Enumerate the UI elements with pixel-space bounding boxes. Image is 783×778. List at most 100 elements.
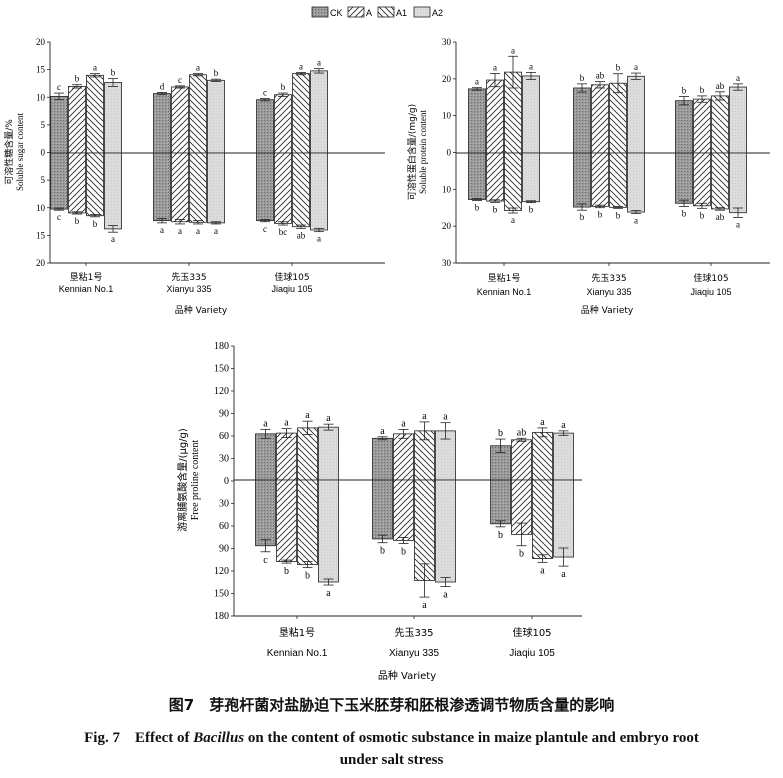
- significance-letter: ab: [596, 71, 605, 81]
- bar-root-ck: [256, 152, 274, 222]
- significance-letter: a: [196, 63, 200, 73]
- significance-letter: a: [401, 418, 406, 429]
- bar-root-a2: [522, 152, 540, 203]
- bar-root-a: [693, 152, 711, 207]
- bar-root-a2: [207, 152, 225, 224]
- significance-letter: b: [598, 210, 603, 220]
- bar-root-ck: [490, 479, 511, 525]
- chart-legend: CK A A1 A2: [311, 6, 443, 18]
- bar-plantule-a: [274, 94, 292, 154]
- legend-swatch-a: [347, 6, 365, 18]
- significance-letter: b: [281, 82, 286, 92]
- bar-root-a: [68, 152, 86, 214]
- significance-letter: a: [380, 426, 385, 437]
- y-axis-label-zh: 可溶性蛋白含量/(mg/g): [406, 104, 418, 200]
- figure-canvas: CK A A1 A2 20 15 10 5 0 5 10 15 20 可溶性糖含量/% Soluble s…: [3, 6, 770, 682]
- category-label-en: Jiaqiu 105: [690, 287, 731, 297]
- significance-letter: b: [93, 219, 98, 229]
- figure-caption-en-line2: under salt stress: [339, 752, 444, 768]
- bar-root-ck: [50, 152, 68, 210]
- significance-letter: a: [160, 225, 164, 235]
- y-tick-label: 180: [214, 341, 229, 352]
- significance-letter: b: [700, 85, 705, 95]
- significance-letter: b: [616, 210, 621, 220]
- y-axis-label-en: Free proline content: [190, 440, 201, 521]
- significance-letter: a: [422, 411, 427, 422]
- bar-root-a2: [553, 479, 574, 558]
- legend-label-a1: A1: [396, 8, 407, 18]
- y-tick-label: 20: [36, 37, 46, 47]
- significance-letter: a: [634, 216, 638, 226]
- bar-root-ck: [675, 152, 693, 204]
- significance-letter: d: [160, 82, 165, 92]
- bar-plantule-a: [511, 439, 532, 481]
- significance-letter: a: [317, 234, 321, 244]
- bar-plantule-ck: [256, 99, 274, 154]
- y-tick-label: 10: [442, 111, 452, 121]
- y-axis-label-zh: 可溶性糖含量/%: [3, 119, 15, 185]
- category-label-zh: 垦粘1号: [70, 271, 103, 283]
- figure-caption-zh: 图7 芽孢杆菌对盐胁迫下玉米胚芽和胚根渗透调节物质含量的影响: [168, 696, 615, 714]
- significance-letter: b: [529, 205, 534, 215]
- significance-letter: b: [580, 73, 585, 83]
- y-tick-label: 30: [442, 258, 452, 268]
- x-axis-title: 品种 Variety: [175, 304, 228, 316]
- y-tick-label: 0: [41, 148, 46, 158]
- y-tick-label: 20: [36, 258, 46, 268]
- significance-letter: b: [75, 74, 80, 84]
- category-label-zh: 佳球105: [274, 271, 309, 283]
- category-label-en: Kennian No.1: [267, 648, 328, 659]
- significance-letter: b: [616, 63, 621, 73]
- category-label-en: Xianyu 335: [586, 287, 631, 297]
- bar-root-a1: [711, 152, 729, 210]
- y-tick-label: 150: [214, 589, 229, 600]
- bar-root-a2: [627, 152, 645, 213]
- category-label-en: Xianyu 335: [389, 648, 439, 659]
- bar-plantule-a: [393, 433, 414, 481]
- y-tick-label: 20: [442, 221, 452, 231]
- significance-letter: c: [263, 555, 268, 566]
- y-axis-title: 可溶性糖含量/% Soluble sugar content: [3, 113, 25, 191]
- y-tick-label: 30: [219, 454, 229, 465]
- bar-plantule-a2: [310, 70, 328, 154]
- category-label-zh: 先玉335: [171, 271, 206, 283]
- bar-root-a1: [86, 152, 104, 217]
- legend-label-ck: CK: [330, 8, 343, 18]
- y-tick-label: 5: [41, 120, 46, 130]
- bar-plantule-a: [276, 432, 297, 481]
- y-tick-label: 10: [36, 203, 46, 213]
- significance-letter: a: [111, 234, 115, 244]
- significance-letter: a: [540, 417, 545, 428]
- significance-letter: c: [263, 88, 267, 98]
- significance-letter: c: [57, 212, 61, 222]
- y-tick-label: 15: [36, 230, 46, 240]
- significance-letter: a: [540, 565, 545, 576]
- y-tick-label: 10: [36, 92, 46, 102]
- significance-letter: b: [305, 571, 310, 582]
- y-axis-label-en: Soluble sugar content: [15, 113, 25, 191]
- y-tick-label: 15: [36, 65, 46, 75]
- significance-letter: bc: [279, 227, 288, 237]
- bar-plantule-ck: [675, 100, 693, 154]
- bar-plantule-a1: [711, 95, 729, 154]
- y-tick-label: 120: [214, 566, 229, 577]
- category-label-en: Jiaqiu 105: [271, 284, 312, 294]
- bar-plantule-ck: [153, 93, 171, 154]
- significance-letter: a: [93, 63, 97, 73]
- bar-root-a1: [532, 479, 553, 559]
- bar-plantule-a2: [627, 75, 645, 154]
- bar-root-a: [591, 152, 609, 207]
- legend-label-a: A: [366, 8, 372, 18]
- bar-root-ck: [573, 152, 591, 208]
- significance-letter: b: [380, 546, 385, 557]
- bar-root-ck: [255, 479, 276, 547]
- y-tick-label: 90: [219, 409, 229, 420]
- bar-plantule-a: [486, 79, 504, 154]
- significance-letter: a: [511, 215, 515, 225]
- significance-letter: b: [519, 549, 524, 560]
- bar-plantule-ck: [573, 87, 591, 154]
- figure-caption-en: Fig. 7 Effect of Bacillus on the content…: [0, 726, 783, 747]
- y-tick-label: 30: [442, 37, 452, 47]
- category-label-en: Jiaqiu 105: [509, 648, 555, 659]
- bar-plantule-a1: [297, 427, 318, 481]
